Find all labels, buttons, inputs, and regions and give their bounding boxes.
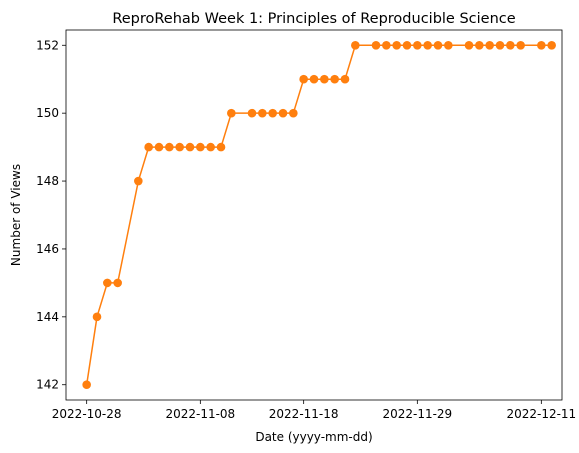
plot-frame: [65, 29, 563, 401]
data-point: [196, 142, 205, 152]
data-point: [330, 74, 339, 84]
data-point: [413, 40, 422, 50]
data-point: [278, 108, 288, 118]
data-point: [475, 40, 484, 50]
y-tick-label: 150: [36, 106, 59, 120]
data-point: [82, 380, 91, 390]
data-point: [444, 40, 453, 50]
y-tick-label: 144: [36, 310, 59, 324]
data-point: [382, 40, 391, 50]
data-point: [165, 142, 174, 152]
data-point: [340, 74, 350, 84]
data-point: [309, 74, 319, 84]
y-tick-label: 148: [36, 174, 59, 188]
data-point: [506, 40, 515, 50]
data-point: [392, 40, 401, 50]
data-point: [495, 40, 505, 50]
y-tick-label: 142: [36, 378, 59, 392]
data-point: [216, 142, 226, 152]
data-point: [175, 142, 184, 152]
chart-title: ReproRehab Week 1: Principles of Reprodu…: [112, 11, 515, 27]
data-point: [464, 40, 474, 50]
data-point: [289, 108, 298, 118]
series-line-0: [85, 44, 552, 385]
data-point: [144, 142, 153, 152]
data-point: [268, 108, 277, 118]
data-point: [433, 40, 443, 50]
data-point: [351, 40, 360, 50]
data-point: [154, 142, 164, 152]
data-point: [134, 176, 143, 186]
data-point: [485, 40, 494, 50]
x-tick-label: 2022-10-28: [52, 407, 122, 421]
series-layer: [82, 40, 556, 390]
x-axis-label: Date (yyyy-mm-dd): [255, 430, 372, 444]
data-point: [516, 40, 525, 50]
data-point: [299, 74, 308, 84]
data-point: [103, 278, 112, 288]
x-tick-label: 2022-12-11: [506, 407, 576, 421]
data-point: [371, 40, 381, 50]
data-point: [92, 312, 102, 322]
x-axis: 2022-10-28 2022-11-08 2022-11-18 2022-11-29…: [52, 400, 576, 421]
plot-area: [65, 29, 563, 401]
y-axis-label: Number of Views: [9, 164, 23, 266]
y-tick-label: 152: [36, 38, 59, 52]
y-axis: 142 144 146 148 150 152: [36, 38, 66, 392]
x-tick-label: 2022-11-18: [269, 407, 339, 421]
x-tick-label: 2022-11-29: [382, 407, 452, 421]
data-point: [227, 108, 236, 118]
data-point: [185, 142, 195, 152]
data-point: [537, 40, 546, 50]
x-tick-label: 2022-11-08: [165, 407, 235, 421]
data-point: [547, 40, 556, 50]
y-tick-label: 146: [36, 242, 59, 256]
data-point: [258, 108, 267, 118]
data-point: [247, 108, 257, 118]
data-point: [423, 40, 432, 50]
data-point: [206, 142, 215, 152]
data-point: [113, 278, 122, 288]
data-point: [402, 40, 412, 50]
data-point: [320, 74, 329, 84]
